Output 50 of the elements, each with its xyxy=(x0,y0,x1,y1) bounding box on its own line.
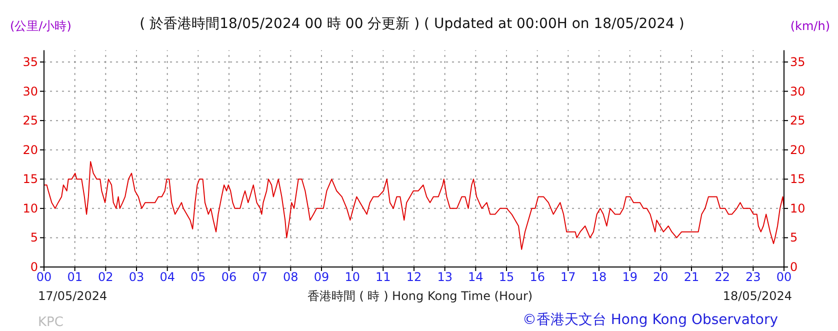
y-tick-label: 25 xyxy=(22,114,38,128)
x-tick-label: 04 xyxy=(160,270,175,284)
x-tick-label: 15 xyxy=(498,270,514,284)
x-tick-label: 19 xyxy=(622,270,638,284)
text: KPC xyxy=(38,315,64,330)
x-tick-label: 02 xyxy=(98,270,114,284)
x-tick-label: 21 xyxy=(684,270,700,284)
x-tick-label: 12 xyxy=(406,270,422,284)
x-axis-title: 香港時間 ( 時 ) Hong Kong Time (Hour) xyxy=(307,289,533,303)
x-tick-label: 13 xyxy=(437,270,452,284)
y2-tick-label: 30 xyxy=(790,84,806,98)
x-tick-label: 07 xyxy=(252,270,268,284)
text: 17/05/2024 xyxy=(38,289,108,303)
x-tick-label: 18 xyxy=(591,270,607,284)
y-tick-label: 30 xyxy=(22,84,38,98)
x-tick-label: 09 xyxy=(314,270,330,284)
x-tick-label: 17 xyxy=(560,270,576,284)
chart-title: ( 於香港時間18/05/2024 00 時 00 分更新 ) ( Updated at 00:00H on 18/05/2024 ) xyxy=(140,16,684,32)
line-series xyxy=(44,161,784,250)
x-tick-label: 00 xyxy=(36,270,52,284)
y-tick-label: 35 xyxy=(22,55,38,69)
x-tick-label: 14 xyxy=(468,270,484,284)
y2-tick-label: 35 xyxy=(790,55,806,69)
y2-tick-label: 0 xyxy=(790,260,798,274)
y-axis-title: (公里/小時) xyxy=(10,19,72,33)
x-tick-label: 01 xyxy=(67,270,82,284)
y-tick-label: 0 xyxy=(30,260,38,274)
y2-tick-label: 20 xyxy=(790,142,806,157)
y2-tick-label: 10 xyxy=(790,201,806,216)
y-tick-label: 10 xyxy=(22,201,38,216)
y2-axis-title: (km/h) xyxy=(790,19,830,33)
x-tick-label: 00 xyxy=(776,270,792,284)
x-tick-label: 20 xyxy=(653,270,668,284)
text: 18/05/2024 xyxy=(722,289,792,303)
x-tick-label: 11 xyxy=(376,270,391,284)
x-tick-label: 23 xyxy=(746,270,761,284)
x-tick-label: 16 xyxy=(530,270,545,284)
y2-tick-label: 25 xyxy=(790,114,806,128)
x-tick-label: 05 xyxy=(190,270,206,284)
y-tick-label: 20 xyxy=(22,142,38,157)
x-tick-label: 03 xyxy=(128,270,144,284)
y-tick-label: 5 xyxy=(30,230,38,245)
x-tick-label: 22 xyxy=(714,270,730,284)
y2-tick-label: 15 xyxy=(790,172,806,186)
y2-tick-label: 5 xyxy=(790,230,798,245)
y-tick-label: 15 xyxy=(22,172,38,186)
x-tick-label: 08 xyxy=(283,270,298,284)
x-tick-label: 06 xyxy=(221,270,237,284)
x-tick-label: 10 xyxy=(344,270,360,284)
text: ©香港天文台 Hong Kong Observatory xyxy=(522,312,778,328)
